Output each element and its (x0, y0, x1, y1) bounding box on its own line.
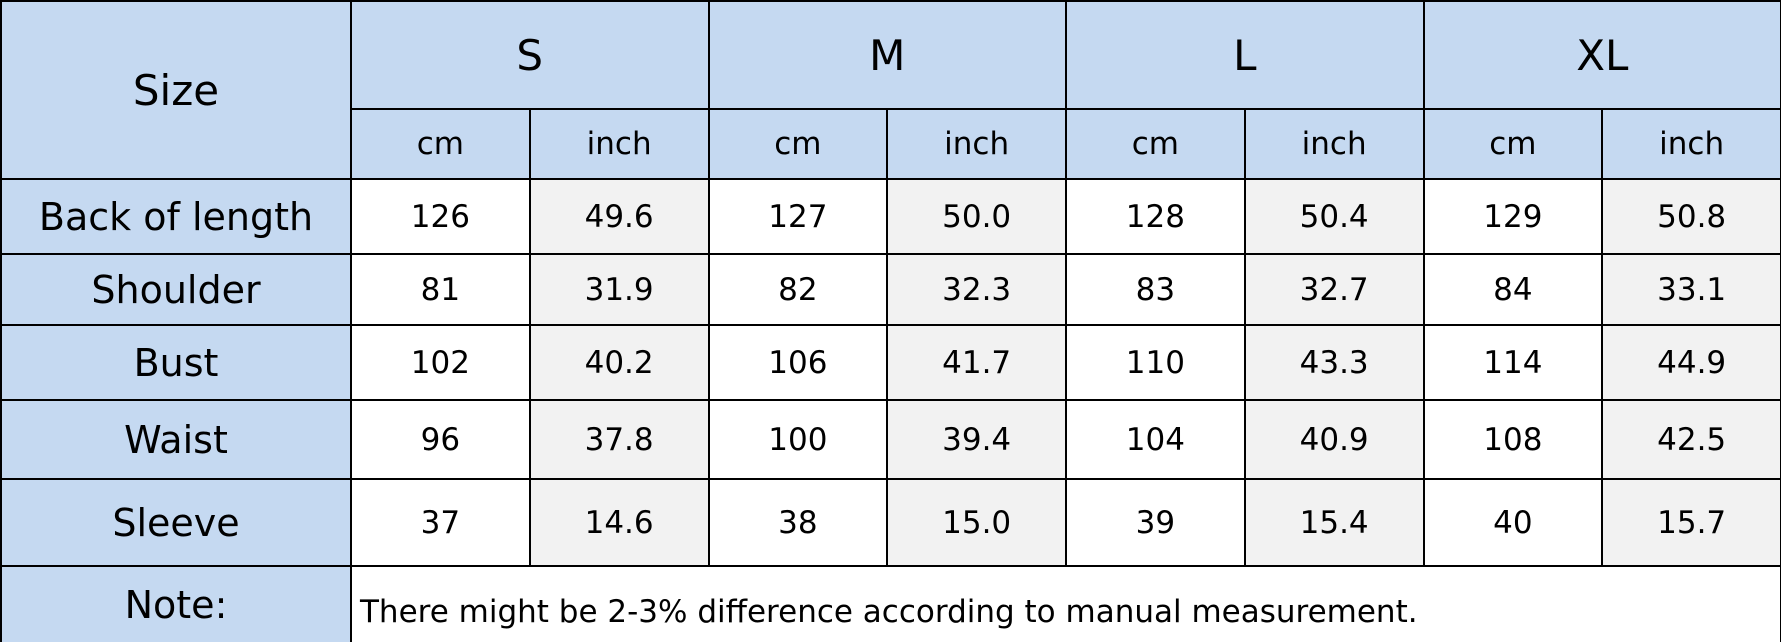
table-row: Sleeve 37 14.6 38 15.0 39 15.4 40 15.7 (0, 478, 1781, 567)
measurement: 114 (1422, 324, 1604, 401)
measurement: 126 (350, 178, 531, 255)
measurement: 83 (1065, 253, 1246, 326)
measurement: 14.6 (528, 478, 710, 567)
measurement: 40.2 (528, 324, 710, 401)
measurement: 42.5 (1601, 399, 1781, 480)
measurement: 31.9 (528, 253, 710, 326)
table-row: Waist 96 37.8 100 39.4 104 40.9 108 42.5 (0, 399, 1781, 480)
measurement: 102 (350, 324, 531, 401)
measurement: 40 (1422, 478, 1604, 567)
size-header: XL (1422, 0, 1781, 110)
unit-header: inch (1243, 108, 1425, 180)
unit-header: inch (1601, 108, 1781, 180)
table-row: Bust 102 40.2 106 41.7 110 43.3 114 44.9 (0, 324, 1781, 401)
measurement: 37.8 (528, 399, 710, 480)
measurement: 108 (1422, 399, 1604, 480)
measurement: 37 (350, 478, 531, 567)
table-row: Back of length 126 49.6 127 50.0 128 50.4 129 50… (0, 178, 1781, 255)
measurement: 96 (350, 399, 531, 480)
table-row: Size S M L XL (0, 0, 1781, 180)
measurement: 100 (707, 399, 889, 480)
row-label: Shoulder (0, 253, 352, 326)
table-row: Note: There might be 2-3% difference acco… (0, 565, 1781, 642)
measurement: 43.3 (1243, 324, 1425, 401)
measurement: 44.9 (1601, 324, 1781, 401)
measurement: 49.6 (528, 178, 710, 255)
measurement: 50.0 (886, 178, 1068, 255)
unit-header: cm (1065, 108, 1246, 180)
row-label: Waist (0, 399, 352, 480)
size-header: L (1065, 0, 1425, 110)
row-label: Bust (0, 324, 352, 401)
unit-header: inch (528, 108, 710, 180)
unit-header: cm (1422, 108, 1604, 180)
measurement: 82 (707, 253, 889, 326)
corner-header: Size (0, 0, 352, 180)
measurement: 39.4 (886, 399, 1068, 480)
note-text: There might be 2-3% difference according… (349, 565, 1781, 642)
measurement: 32.7 (1243, 253, 1425, 326)
unit-header: inch (886, 108, 1068, 180)
table-row: Shoulder 81 31.9 82 32.3 83 32.7 84 33.1 (0, 253, 1781, 326)
measurement: 39 (1065, 478, 1246, 567)
measurement: 38 (707, 478, 889, 567)
measurement: 128 (1065, 178, 1246, 255)
size-header: S (350, 0, 710, 110)
row-label: Sleeve (0, 478, 352, 567)
measurement: 127 (707, 178, 889, 255)
unit-header: cm (350, 108, 531, 180)
measurement: 104 (1065, 399, 1246, 480)
measurement: 32.3 (886, 253, 1068, 326)
measurement: 15.7 (1601, 478, 1781, 567)
measurement: 110 (1065, 324, 1246, 401)
measurement: 50.4 (1243, 178, 1425, 255)
measurement: 41.7 (886, 324, 1068, 401)
measurement: 15.4 (1243, 478, 1425, 567)
measurement: 129 (1422, 178, 1604, 255)
measurement: 81 (350, 253, 531, 326)
measurement: 40.9 (1243, 399, 1425, 480)
table-row: cm inch cm inch cm inch cm inch (1, 108, 1781, 180)
measurement: 106 (707, 324, 889, 401)
measurement: 50.8 (1601, 178, 1781, 255)
measurement: 33.1 (1601, 253, 1781, 326)
measurement: 15.0 (886, 478, 1068, 567)
note-label: Note: (0, 565, 352, 642)
unit-header: cm (707, 108, 889, 180)
row-label: Back of length (0, 178, 352, 255)
measurement: 84 (1422, 253, 1604, 326)
size-header: M (707, 0, 1068, 110)
